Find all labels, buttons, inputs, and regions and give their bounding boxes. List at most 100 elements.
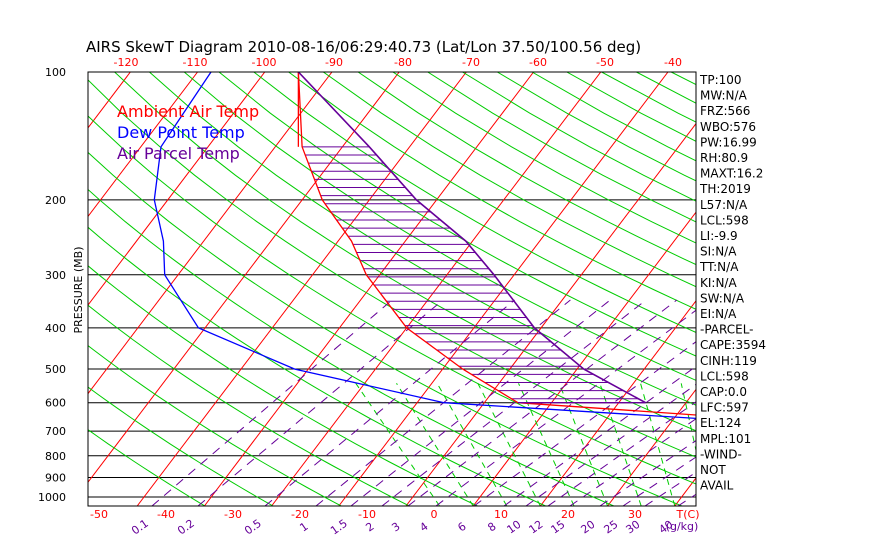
- top-temp-tick-label: -70: [462, 56, 480, 69]
- mixing-ratio-tick-label: 25: [602, 518, 621, 537]
- index-entry: FRZ:566: [700, 104, 750, 118]
- mixing-ratio-tick-label: 3: [389, 520, 402, 535]
- legend-entry: Ambient Air Temp: [117, 102, 259, 121]
- pressure-tick-label: 500: [45, 363, 66, 376]
- pressure-tick-label: 600: [45, 397, 66, 410]
- index-entry: SW:N/A: [700, 291, 745, 305]
- mixing-ratio-line: [525, 383, 696, 506]
- mixing-ratio-tick-label: 8: [485, 520, 498, 535]
- dry-adiabat-line: [88, 188, 614, 506]
- bottom-temp-tick-label: 0: [431, 508, 438, 521]
- mixing-ratio-tick-label: 4: [417, 520, 430, 535]
- dry-adiabat-line: [741, 72, 870, 506]
- mixing-ratio-tick-label: 6: [455, 520, 468, 535]
- index-entry: LFC:597: [700, 401, 749, 415]
- dry-adiabat-line: [462, 72, 696, 202]
- dry-adiabat-line: [357, 72, 696, 266]
- isotherm-line: [809, 72, 870, 506]
- moist-adiabat-line: [558, 383, 609, 506]
- isotherm-line: [88, 72, 400, 484]
- pressure-tick-label: 400: [45, 322, 66, 335]
- top-temp-tick-label: -60: [529, 56, 547, 69]
- top-temp-tick-label: -40: [664, 56, 682, 69]
- pressure-tick-label: 200: [45, 194, 66, 207]
- dry-adiabat-line: [88, 226, 546, 506]
- dewpoint-line: [153, 72, 696, 420]
- dry-adiabat-line: [183, 72, 696, 381]
- mixing-ratio-line: [407, 299, 678, 506]
- mixing-ratio-tick-label: 0.5: [242, 517, 264, 538]
- mixing-ratio-line: [197, 299, 444, 506]
- dry-adiabat-line: [776, 72, 870, 506]
- mixing-ratio-axis-label: (g/kg): [666, 520, 699, 533]
- index-entry: CAPE:3594: [700, 338, 766, 352]
- top-temp-tick-label: -90: [325, 56, 343, 69]
- index-entry: MPL:101: [700, 432, 751, 446]
- dry-adiabat-line: [323, 72, 696, 288]
- ambient-temp-line: [297, 72, 696, 416]
- top-temp-tick-label: -80: [394, 56, 412, 69]
- isotherm-line: [405, 122, 696, 506]
- legend-entry: Air Parcel Temp: [117, 144, 240, 163]
- y-axis-label: PRESSURE (MB): [72, 247, 85, 334]
- index-entry: EL:124: [700, 416, 741, 430]
- mixing-ratio-tick-label: 2: [363, 520, 376, 535]
- index-entry: KI:N/A: [700, 276, 737, 290]
- dry-adiabat-line: [88, 429, 206, 506]
- mixing-ratio-line: [151, 299, 393, 506]
- mixing-ratio-line: [547, 401, 696, 506]
- index-entry: WBO:576: [700, 120, 756, 134]
- index-entry: CAP:0.0: [700, 385, 747, 399]
- mixing-ratio-tick-label: 12: [527, 518, 546, 537]
- top-temp-tick-label: -120: [114, 56, 139, 69]
- dry-adiabat-line: [88, 304, 410, 506]
- moist-adiabat-line: [436, 383, 508, 506]
- bottom-axis-label: T(C): [676, 508, 700, 521]
- dry-adiabat-line: [88, 151, 683, 506]
- dry-adiabat-line: [149, 72, 696, 406]
- pressure-tick-label: 100: [45, 66, 66, 79]
- mixing-ratio-tick-label: 0.1: [129, 517, 151, 538]
- moist-adiabat-line: [518, 383, 575, 506]
- plot-border: [87, 71, 697, 507]
- index-entry: TT:N/A: [699, 260, 739, 274]
- isotherm-line: [203, 72, 534, 506]
- mixing-ratio-tick-label: 1: [297, 520, 310, 535]
- index-entry: TH:2019: [699, 182, 751, 196]
- dry-adiabat-line: [288, 72, 696, 310]
- pressure-tick-label: 1000: [38, 491, 66, 504]
- bottom-temp-tick-label: 20: [561, 508, 575, 521]
- dry-adiabat-line: [88, 115, 696, 485]
- mixing-ratio-tick-label: 0.2: [175, 517, 197, 538]
- index-entry: MAXT:16.2: [700, 167, 763, 181]
- dry-adiabat-line: [114, 72, 696, 432]
- index-entry: PW:16.99: [700, 135, 757, 149]
- mixing-ratio-tick-label: 1.5: [328, 517, 350, 538]
- legend-entry: Dew Point Temp: [117, 123, 245, 142]
- isotherm-line: [88, 72, 198, 218]
- mixing-ratio-line: [264, 299, 515, 506]
- isotherm-line: [88, 72, 266, 306]
- dry-adiabat-line: [88, 79, 696, 458]
- isotherm-line: [539, 299, 696, 506]
- index-entry: EI:N/A: [700, 307, 737, 321]
- bottom-temp-tick-label: 10: [494, 508, 508, 521]
- index-entry: AVAIL: [700, 479, 734, 493]
- index-entry: NOT: [700, 463, 726, 477]
- mixing-ratio-line: [381, 299, 647, 506]
- isotherm-line: [338, 72, 669, 506]
- moist-adiabat-line: [477, 383, 541, 506]
- top-temp-tick-label: -110: [183, 56, 208, 69]
- mixing-ratio-tick-label: 20: [579, 518, 598, 537]
- parcel-line: [297, 72, 646, 404]
- bottom-temp-tick-label: -10: [358, 508, 376, 521]
- bottom-temp-tick-label: -30: [224, 508, 242, 521]
- dry-adiabat-line: [88, 265, 478, 506]
- isotherm-line: [742, 72, 870, 506]
- dry-adiabat-line: [845, 72, 870, 506]
- index-entry: TP:100: [699, 73, 742, 87]
- top-temp-tick-label: -50: [596, 56, 614, 69]
- pressure-tick-label: 700: [45, 425, 66, 438]
- index-entry: SI:N/A: [700, 245, 737, 259]
